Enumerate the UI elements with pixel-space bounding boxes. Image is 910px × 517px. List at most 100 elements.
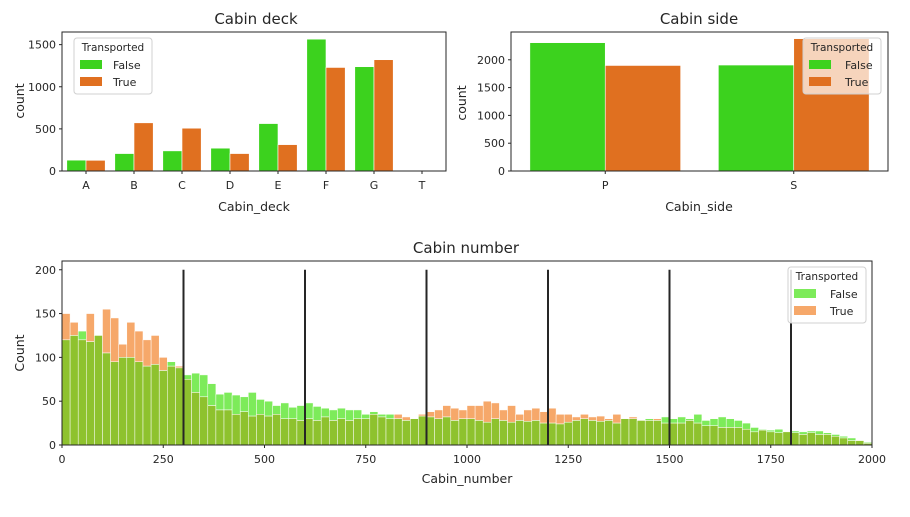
hist-bar-top bbox=[134, 330, 144, 363]
bar-true-e bbox=[277, 144, 298, 172]
hist-bar-top bbox=[450, 407, 460, 421]
y-axis: 0 500 1000 1500 bbox=[28, 39, 62, 178]
plot-frame bbox=[61, 31, 447, 172]
x-tick-label: G bbox=[370, 179, 379, 192]
x-tick-label: B bbox=[130, 179, 138, 192]
hist-bar-top bbox=[191, 372, 200, 393]
hist-bar-overlap bbox=[272, 414, 281, 446]
hist-bar-overlap bbox=[596, 421, 605, 446]
hist-bar-top bbox=[847, 437, 857, 441]
y-tick-label: 0 bbox=[49, 165, 56, 178]
bar-true-g bbox=[373, 59, 394, 172]
hist-bar-top bbox=[385, 414, 395, 419]
hist-bar-top bbox=[361, 414, 371, 419]
hist-bar-overlap bbox=[717, 427, 727, 446]
bar-false-b bbox=[114, 153, 135, 172]
hist-bar-overlap bbox=[693, 422, 703, 446]
hist-bar-top bbox=[248, 392, 257, 417]
x-tick-label: D bbox=[226, 179, 234, 192]
y-axis: 0 500 1000 1500 2000 bbox=[477, 54, 511, 178]
hist-bar-overlap bbox=[734, 427, 743, 446]
bar-false-d bbox=[210, 147, 231, 172]
x-tick-label: 0 bbox=[59, 453, 66, 466]
hist-bar-top bbox=[280, 402, 290, 419]
hist-bar-overlap bbox=[450, 420, 460, 446]
hist-bar-top bbox=[353, 409, 362, 419]
hist-bar-top bbox=[207, 383, 217, 406]
y-axis-label: Count bbox=[12, 334, 27, 371]
hist-bar-top bbox=[766, 429, 776, 433]
hist-bar-overlap bbox=[86, 341, 95, 446]
hist-bar-overlap bbox=[312, 420, 322, 446]
hist-bar-overlap bbox=[426, 416, 435, 446]
hist-bar-overlap bbox=[264, 415, 273, 446]
legend: Transported False True bbox=[73, 37, 153, 95]
hist-bar-top bbox=[612, 414, 622, 424]
hist-bar-overlap bbox=[847, 440, 857, 446]
hist-bar-overlap bbox=[377, 416, 387, 446]
hist-bar-top bbox=[815, 430, 824, 435]
bar-true-c bbox=[181, 127, 202, 172]
hist-bar-top bbox=[110, 317, 119, 363]
hist-bar-overlap bbox=[523, 421, 533, 446]
y-tick-label: 500 bbox=[35, 123, 56, 136]
hist-bar-top bbox=[742, 422, 751, 430]
hist-bar-top bbox=[442, 405, 452, 418]
chart-title: Cabin number bbox=[413, 239, 520, 257]
y-tick-label: 2000 bbox=[477, 54, 505, 67]
hist-bar-overlap bbox=[418, 415, 427, 446]
legend-label-true: True bbox=[829, 305, 854, 318]
hist-bar-overlap bbox=[248, 415, 257, 446]
hist-bar-top bbox=[572, 416, 581, 421]
hist-bar-top bbox=[644, 418, 654, 421]
hist-bar-overlap bbox=[774, 432, 784, 446]
hist-bar-top bbox=[288, 407, 298, 419]
x-tick-label: 500 bbox=[254, 453, 275, 466]
x-axis-label: Cabin_deck bbox=[218, 199, 290, 214]
hist-bar-top bbox=[693, 414, 703, 424]
hist-bar-top bbox=[531, 407, 541, 421]
hist-bar-overlap bbox=[709, 425, 719, 446]
hist-bar-overlap bbox=[588, 420, 597, 446]
hist-bar-top bbox=[458, 409, 468, 419]
chart-cabin-deck: Cabin deck 0 500 1000 1500 A B C D E F G T Cabin_d… bbox=[12, 10, 447, 214]
hist-bar-top bbox=[434, 409, 443, 419]
hist-bar-top bbox=[69, 322, 79, 336]
hist-bar-top bbox=[264, 400, 273, 417]
hist-bar-top bbox=[312, 406, 322, 421]
y-tick-label: 0 bbox=[498, 165, 505, 178]
x-tick-label: E bbox=[275, 179, 282, 192]
y-axis-label: count bbox=[12, 83, 27, 118]
hist-bar-overlap bbox=[158, 370, 168, 446]
hist-bar-overlap bbox=[94, 335, 103, 446]
hist-bar-top bbox=[523, 409, 533, 422]
hist-bar-top bbox=[661, 416, 670, 424]
hist-bar-overlap bbox=[385, 418, 395, 446]
hist-bar-top bbox=[725, 418, 735, 428]
hist-bar-top bbox=[102, 308, 111, 354]
y-tick-label: 0 bbox=[49, 439, 56, 452]
hist-bar-overlap bbox=[442, 416, 452, 446]
legend-label-false: False bbox=[113, 59, 141, 72]
hist-bar-overlap bbox=[393, 418, 403, 446]
x-tick-label: C bbox=[178, 179, 186, 192]
hist-bar-overlap bbox=[134, 361, 144, 446]
chart-title: Cabin deck bbox=[214, 10, 298, 28]
hist-bar-overlap bbox=[806, 432, 816, 446]
hist-bar-top bbox=[320, 407, 330, 418]
hist-bar-overlap bbox=[231, 414, 241, 446]
hist-bar-overlap bbox=[839, 437, 848, 446]
x-tick-label: F bbox=[323, 179, 329, 192]
hist-bar-top bbox=[563, 414, 573, 423]
legend-swatch-true bbox=[809, 77, 831, 86]
hist-bar-overlap bbox=[150, 364, 160, 446]
hist-bar-top bbox=[555, 414, 565, 425]
hist-bar-top bbox=[167, 361, 176, 367]
x-tick-label: 1250 bbox=[554, 453, 582, 466]
hist-bar-top bbox=[466, 405, 476, 419]
hist-bar-overlap bbox=[798, 434, 808, 446]
legend-label-false: False bbox=[830, 288, 858, 301]
hist-bar-overlap bbox=[644, 420, 654, 446]
